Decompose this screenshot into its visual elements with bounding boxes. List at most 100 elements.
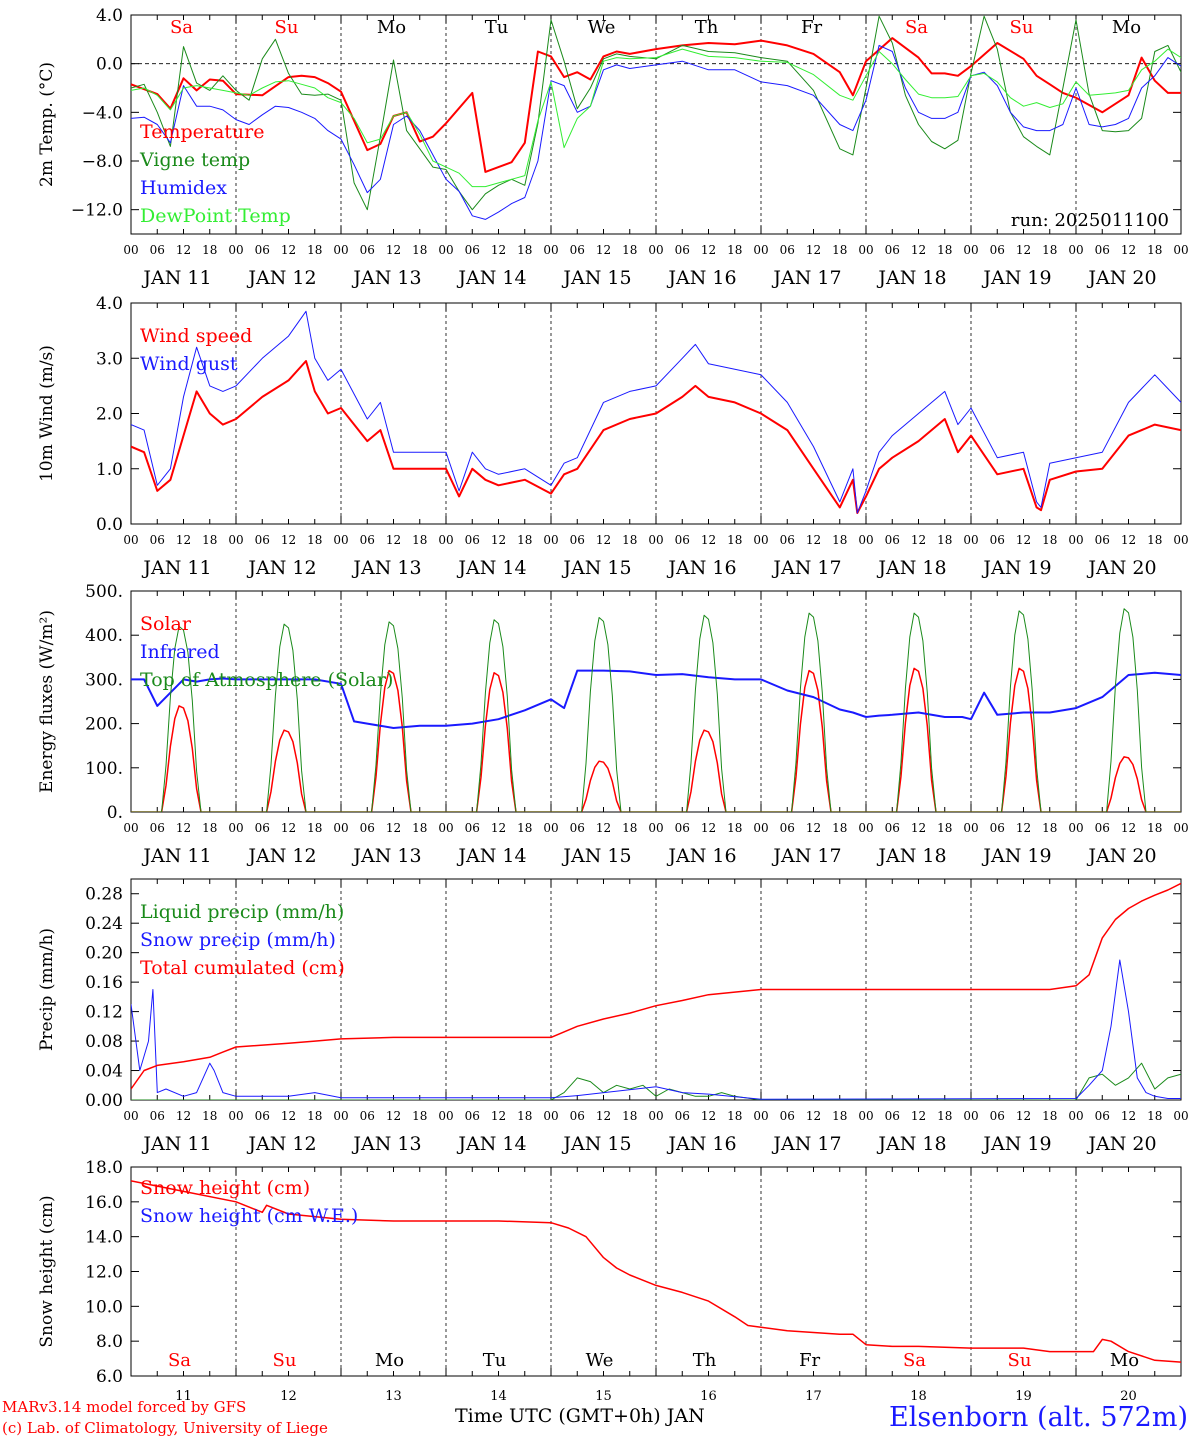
day-number-label: 19 <box>1015 1389 1032 1404</box>
day-date-label: JAN 12 <box>246 845 316 867</box>
hour-tick-label: 06 <box>570 533 585 547</box>
day-date-label: JAN 19 <box>981 1133 1051 1155</box>
hour-tick-label: 06 <box>150 821 165 835</box>
hour-tick-label: 06 <box>885 533 900 547</box>
hour-tick-label: 18 <box>727 243 742 257</box>
hour-tick-label: 00 <box>753 1109 768 1123</box>
hour-tick-label: 06 <box>780 821 795 835</box>
hour-tick-label: 18 <box>202 243 217 257</box>
day-abbr-label: Th <box>695 17 719 38</box>
day-date-label: JAN 18 <box>876 1133 946 1155</box>
hour-tick-label: 00 <box>963 533 978 547</box>
hour-tick-label: 18 <box>412 243 427 257</box>
y-tick-label: 0.20 <box>85 944 123 964</box>
day-date-label: JAN 20 <box>1086 1133 1156 1155</box>
hour-tick-label: 00 <box>648 533 663 547</box>
hour-tick-label: 06 <box>465 821 480 835</box>
hour-tick-label: 12 <box>911 821 926 835</box>
y-tick-label: 12.0 <box>85 1263 123 1283</box>
hour-tick-label: 12 <box>701 821 716 835</box>
hour-tick-label: 06 <box>990 533 1005 547</box>
day-date-label: JAN 11 <box>141 267 211 289</box>
hour-tick-label: 06 <box>1095 1109 1110 1123</box>
y-tick-label: 14.0 <box>85 1228 123 1248</box>
hour-tick-label: 06 <box>150 533 165 547</box>
hour-tick-label: 00 <box>333 1109 348 1123</box>
y-tick-label: 0.16 <box>85 973 123 993</box>
y-axis-label: Snow height (cm) <box>37 1195 57 1347</box>
hour-tick-label: 12 <box>1121 243 1136 257</box>
legend-entry: Snow height (cm) <box>140 1177 310 1199</box>
hour-tick-label: 12 <box>491 821 506 835</box>
hour-tick-label: 06 <box>780 1109 795 1123</box>
hour-tick-label: 06 <box>255 533 270 547</box>
hour-tick-label: 06 <box>150 243 165 257</box>
y-tick-label: 18.0 <box>85 1158 123 1178</box>
hour-tick-label: 18 <box>517 243 532 257</box>
hour-tick-label: 06 <box>675 821 690 835</box>
y-tick-label: 8.0 <box>96 1332 123 1352</box>
hour-tick-label: 00 <box>963 1109 978 1123</box>
hour-tick-label: 00 <box>753 533 768 547</box>
hour-tick-label: 12 <box>386 1109 401 1123</box>
series-line-vigne-temp <box>131 15 1181 211</box>
series-line-dewpoint-temp <box>131 48 1181 188</box>
hour-tick-label: 12 <box>806 243 821 257</box>
hour-tick-label: 06 <box>360 821 375 835</box>
y-tick-label: 200. <box>85 715 123 735</box>
hour-tick-label: 12 <box>911 243 926 257</box>
hour-tick-label: 12 <box>281 1109 296 1123</box>
hour-tick-label: 00 <box>1173 1109 1188 1123</box>
hour-tick-label: 06 <box>885 821 900 835</box>
series-line-temperature <box>131 37 1181 173</box>
day-date-label: JAN 20 <box>1086 845 1156 867</box>
legend-entry: Snow height (cm W.E.) <box>140 1205 358 1227</box>
hour-tick-label: 12 <box>806 821 821 835</box>
hour-tick-label: 00 <box>123 533 138 547</box>
hour-tick-label: 12 <box>1121 1109 1136 1123</box>
y-axis-label: Precip (mm/h) <box>37 928 57 1051</box>
series-group <box>131 1180 1181 1363</box>
y-tick-label: 16.0 <box>85 1193 123 1213</box>
series-group <box>131 15 1181 220</box>
hour-tick-label: 12 <box>701 243 716 257</box>
hour-tick-label: 00 <box>333 821 348 835</box>
day-date-label: JAN 15 <box>561 1133 631 1155</box>
y-tick-label: −12.0 <box>71 201 123 221</box>
hour-tick-label: 12 <box>491 243 506 257</box>
hour-tick-label: 12 <box>596 533 611 547</box>
legend-entry: Wind speed <box>140 325 252 347</box>
panel-temperature: 4.0 0.0 −4.0 −8.0 −12.0 2m Temp. (°C) 00 06 12 18… <box>37 6 1189 289</box>
hour-tick-label: 06 <box>1095 243 1110 257</box>
legend-entry: Solar <box>140 613 192 635</box>
hour-tick-label: 06 <box>255 821 270 835</box>
series-group <box>131 608 1181 812</box>
day-date-label: JAN 11 <box>141 845 211 867</box>
hour-tick-label: 00 <box>438 1109 453 1123</box>
hour-tick-label: 12 <box>701 1109 716 1123</box>
hour-tick-label: 00 <box>438 821 453 835</box>
day-abbr-label: Sa <box>168 1350 191 1371</box>
y-tick-label: 500. <box>85 582 123 602</box>
hour-tick-label: 06 <box>570 243 585 257</box>
hour-tick-label: 12 <box>1016 243 1031 257</box>
day-number-label: 15 <box>595 1389 612 1404</box>
day-number-label: 11 <box>175 1389 192 1404</box>
hour-tick-label: 18 <box>1147 533 1162 547</box>
panel-snow: 18.0 16.0 14.0 12.0 10.0 8.0 6.0 Snow height (c… <box>37 1158 1182 1404</box>
day-date-label: JAN 17 <box>771 1133 841 1155</box>
day-date-label: JAN 20 <box>1086 267 1156 289</box>
hour-tick-label: 12 <box>596 821 611 835</box>
hour-tick-label: 18 <box>307 1109 322 1123</box>
day-date-label: JAN 13 <box>351 557 421 579</box>
hour-tick-label: 18 <box>202 533 217 547</box>
hour-tick-label: 00 <box>753 821 768 835</box>
day-abbr-label: Mo <box>375 1350 404 1371</box>
hour-tick-label: 06 <box>990 243 1005 257</box>
day-date-label: JAN 19 <box>981 557 1051 579</box>
hour-tick-label: 12 <box>911 533 926 547</box>
y-tick-label: 400. <box>85 626 123 646</box>
hour-tick-label: 18 <box>307 533 322 547</box>
hour-tick-label: 18 <box>937 243 952 257</box>
hour-tick-label: 18 <box>1042 1109 1057 1123</box>
